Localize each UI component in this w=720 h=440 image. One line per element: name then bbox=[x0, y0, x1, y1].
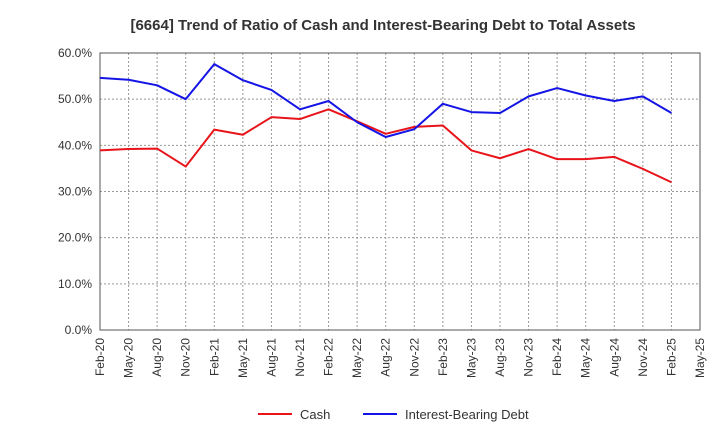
x-axis: Feb-20 May-20 Aug-20 Nov-20 Feb-21 May-21 Aug-… bbox=[93, 338, 707, 378]
x-tick-label: Nov-22 bbox=[407, 338, 421, 377]
x-tick-label: Aug-21 bbox=[264, 338, 278, 377]
x-tick-label: Aug-23 bbox=[493, 338, 507, 377]
x-tick-label: Aug-22 bbox=[379, 338, 393, 377]
x-tick-label: May-21 bbox=[236, 338, 250, 378]
series-lines bbox=[99, 63, 672, 184]
chart-title: [6664] Trend of Ratio of Cash and Intere… bbox=[130, 17, 635, 34]
y-axis: 0.0% 10.0% 20.0% 30.0% 40.0% 50.0% 60.0% bbox=[58, 46, 92, 337]
x-tick-label: Aug-20 bbox=[150, 338, 164, 377]
legend: Cash Interest-Bearing Debt bbox=[258, 407, 529, 422]
plot-frame bbox=[99, 52, 701, 331]
x-tick-label: Nov-20 bbox=[179, 338, 193, 377]
y-tick-label: 30.0% bbox=[58, 185, 92, 199]
x-tick-label: Feb-20 bbox=[93, 338, 107, 376]
y-tick-label: 50.0% bbox=[58, 92, 92, 106]
x-tick-label: May-20 bbox=[122, 338, 136, 378]
x-tick-label: Feb-25 bbox=[664, 338, 678, 376]
grid bbox=[100, 53, 700, 330]
y-tick-label: 40.0% bbox=[58, 138, 92, 152]
x-tick-label: May-23 bbox=[464, 338, 478, 378]
legend-label: Cash bbox=[300, 407, 330, 422]
x-tick-label: May-24 bbox=[579, 338, 593, 378]
x-tick-label: May-22 bbox=[350, 338, 364, 378]
x-tick-label: Feb-24 bbox=[550, 338, 564, 376]
x-tick-label: Feb-23 bbox=[436, 338, 450, 376]
x-tick-label: May-25 bbox=[693, 338, 707, 378]
x-tick-label: Feb-22 bbox=[322, 338, 336, 376]
y-tick-label: 10.0% bbox=[58, 277, 92, 291]
series-line-interest-bearing-debt bbox=[99, 63, 672, 139]
x-tick-label: Aug-24 bbox=[607, 338, 621, 377]
y-tick-label: 60.0% bbox=[58, 46, 92, 60]
y-tick-label: 0.0% bbox=[65, 323, 93, 337]
series-line-cash bbox=[99, 108, 672, 184]
x-tick-label: Nov-24 bbox=[636, 338, 650, 377]
x-tick-label: Nov-21 bbox=[293, 338, 307, 377]
x-tick-label: Nov-23 bbox=[522, 338, 536, 377]
x-tick-label: Feb-21 bbox=[207, 338, 221, 376]
y-tick-label: 20.0% bbox=[58, 231, 92, 245]
legend-label: Interest-Bearing Debt bbox=[405, 407, 529, 422]
